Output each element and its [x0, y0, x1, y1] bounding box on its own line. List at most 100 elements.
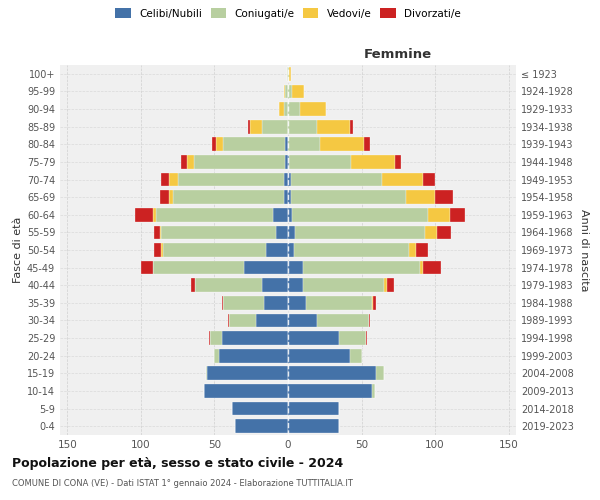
Bar — [285, 84, 288, 98]
Bar — [178, 172, 284, 186]
Bar — [291, 172, 382, 186]
Bar — [351, 155, 395, 169]
Bar — [406, 190, 435, 204]
Bar — [273, 208, 288, 222]
Bar — [435, 190, 453, 204]
Bar — [288, 278, 303, 292]
Bar — [288, 84, 292, 98]
Bar — [248, 120, 250, 134]
Bar — [424, 260, 441, 274]
Bar — [222, 296, 223, 310]
Bar — [152, 260, 244, 274]
Bar — [204, 384, 288, 398]
Y-axis label: Fasce di età: Fasce di età — [13, 217, 23, 283]
Bar — [288, 243, 294, 257]
Bar — [292, 208, 428, 222]
Y-axis label: Anni di nascita: Anni di nascita — [579, 209, 589, 291]
Bar — [409, 243, 416, 257]
Bar — [287, 67, 288, 80]
Bar — [223, 138, 285, 151]
Bar — [288, 314, 317, 328]
Bar — [250, 120, 262, 134]
Bar — [161, 243, 163, 257]
Bar — [214, 349, 219, 362]
Bar — [450, 208, 464, 222]
Bar — [317, 314, 369, 328]
Bar — [194, 155, 285, 169]
Bar — [303, 278, 383, 292]
Bar — [317, 120, 350, 134]
Bar — [288, 102, 300, 116]
Bar — [372, 384, 375, 398]
Bar — [350, 349, 362, 362]
Bar — [163, 243, 266, 257]
Bar — [284, 102, 288, 116]
Bar — [288, 420, 340, 433]
Bar — [288, 155, 289, 169]
Bar — [284, 190, 288, 204]
Bar — [288, 226, 295, 239]
Bar — [169, 190, 173, 204]
Bar — [207, 366, 288, 380]
Bar — [395, 155, 401, 169]
Bar — [382, 172, 424, 186]
Bar — [288, 172, 291, 186]
Bar — [262, 120, 288, 134]
Bar — [212, 138, 216, 151]
Bar — [219, 349, 288, 362]
Bar — [366, 331, 367, 345]
Bar — [187, 155, 194, 169]
Bar — [209, 331, 210, 345]
Bar — [369, 314, 370, 328]
Bar — [262, 278, 288, 292]
Bar — [206, 366, 207, 380]
Bar — [289, 155, 351, 169]
Bar — [244, 260, 288, 274]
Bar — [288, 138, 320, 151]
Bar — [289, 67, 291, 80]
Bar — [276, 226, 288, 239]
Bar — [288, 331, 340, 345]
Bar — [154, 226, 160, 239]
Bar — [160, 226, 161, 239]
Bar — [181, 155, 187, 169]
Bar — [216, 138, 223, 151]
Bar — [288, 366, 376, 380]
Bar — [294, 243, 409, 257]
Bar — [152, 208, 155, 222]
Bar — [340, 331, 366, 345]
Bar — [210, 331, 222, 345]
Bar — [141, 260, 152, 274]
Text: Femmine: Femmine — [364, 48, 431, 62]
Bar — [161, 172, 169, 186]
Bar — [196, 278, 262, 292]
Text: COMUNE DI CONA (VE) - Dati ISTAT 1° gennaio 2024 - Elaborazione TUTTITALIA.IT: COMUNE DI CONA (VE) - Dati ISTAT 1° genn… — [12, 479, 353, 488]
Bar — [425, 226, 437, 239]
Bar — [279, 102, 284, 116]
Bar — [320, 138, 364, 151]
Bar — [154, 243, 161, 257]
Bar — [292, 84, 304, 98]
Bar — [232, 402, 288, 415]
Bar — [421, 260, 424, 274]
Bar — [386, 278, 394, 292]
Bar — [373, 296, 376, 310]
Bar — [428, 208, 450, 222]
Bar — [350, 120, 353, 134]
Text: Popolazione per età, sesso e stato civile - 2024: Popolazione per età, sesso e stato civil… — [12, 458, 343, 470]
Bar — [288, 349, 350, 362]
Bar — [364, 138, 370, 151]
Bar — [173, 190, 284, 204]
Bar — [424, 172, 435, 186]
Bar — [437, 226, 451, 239]
Bar — [288, 260, 303, 274]
Bar — [288, 402, 340, 415]
Bar — [288, 190, 291, 204]
Legend: Celibi/Nubili, Coniugati/e, Vedovi/e, Divorzati/e: Celibi/Nubili, Coniugati/e, Vedovi/e, Di… — [112, 5, 464, 21]
Bar — [295, 226, 425, 239]
Bar — [288, 296, 305, 310]
Bar — [376, 366, 383, 380]
Bar — [284, 84, 285, 98]
Bar — [288, 208, 292, 222]
Bar — [285, 138, 288, 151]
